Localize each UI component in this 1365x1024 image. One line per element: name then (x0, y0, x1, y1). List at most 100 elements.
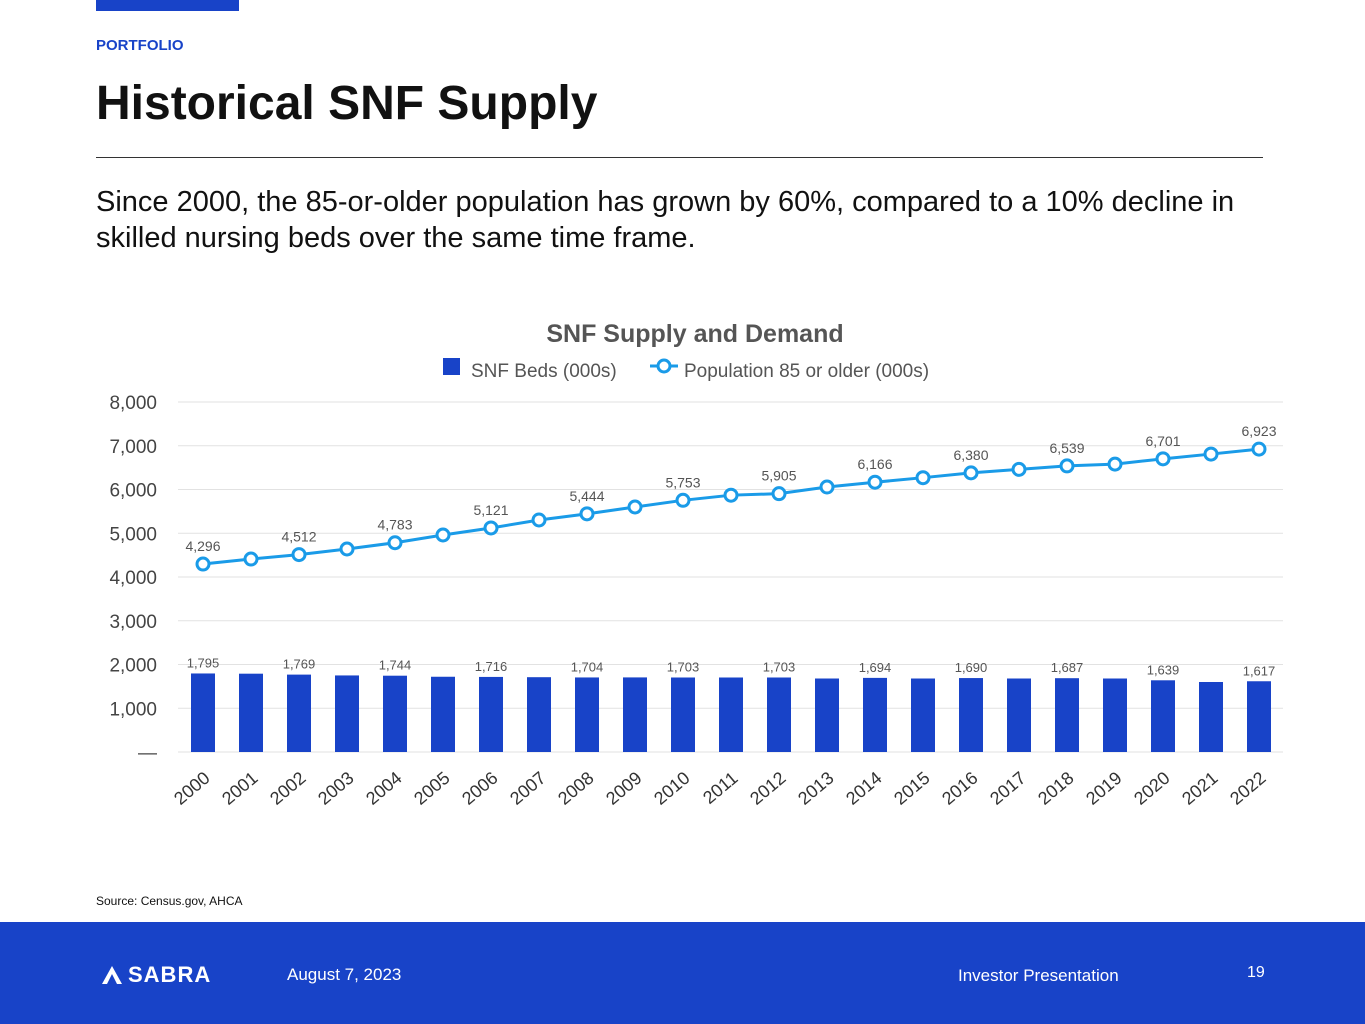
legend-bars-label: SNF Beds (000s) (471, 361, 617, 382)
x-tick-label: 2005 (410, 768, 454, 809)
line-point (675, 492, 691, 508)
line-point (435, 527, 451, 543)
line-point (1059, 458, 1075, 474)
x-tick-label: 2011 (699, 768, 742, 808)
x-tick-label: 2001 (218, 768, 262, 809)
x-tick-label: 2012 (746, 768, 790, 809)
line-point (819, 479, 835, 495)
legend-bar-swatch (443, 358, 460, 375)
line-point (243, 551, 259, 567)
footer-date: August 7, 2023 (287, 965, 402, 984)
y-tick-label: 4,000 (109, 568, 157, 589)
line-point (291, 547, 307, 563)
bar-data-label: 1,703 (763, 659, 796, 674)
sabra-logo-icon (102, 966, 122, 984)
bar (1151, 680, 1175, 752)
line-point (723, 487, 739, 503)
population-line (202, 447, 1260, 566)
y-tick-label: 1,000 (109, 699, 157, 720)
x-tick-label: 2000 (170, 768, 214, 809)
line-data-label: 4,783 (377, 517, 412, 533)
x-tick-label: 2014 (842, 768, 886, 809)
line-data-label: 5,753 (665, 474, 700, 490)
page-title: Historical SNF Supply (96, 77, 598, 130)
x-tick-label: 2009 (602, 768, 646, 809)
legend-line-marker (656, 358, 672, 374)
x-tick-label: 2016 (938, 768, 982, 809)
line-point (483, 520, 499, 536)
section-label: PORTFOLIO (96, 37, 184, 54)
line-data-label: 6,380 (953, 447, 988, 463)
x-tick-label: 2006 (458, 768, 502, 809)
line-data-label: 5,121 (473, 502, 508, 518)
bar (431, 676, 455, 752)
x-tick-label: 2003 (314, 768, 358, 809)
line-point (1011, 461, 1027, 477)
line-point (339, 541, 355, 557)
line-data-label: 4,296 (185, 538, 220, 554)
bar (719, 677, 743, 752)
y-tick-label: 6,000 (109, 481, 157, 502)
x-tick-label: 2002 (266, 768, 310, 809)
bar-data-label: 1,690 (955, 660, 988, 675)
subtitle: Since 2000, the 85-or-older population h… (96, 186, 1235, 254)
line-point (195, 556, 211, 572)
accent-bar (96, 0, 239, 11)
bar (527, 677, 551, 752)
bar (479, 676, 503, 752)
line-data-label: 6,539 (1049, 440, 1084, 456)
bar (239, 673, 263, 752)
footer: SABRA August 7, 2023 Investor Presentati… (0, 922, 1365, 1024)
x-tick-label: 2013 (794, 768, 838, 809)
bar (287, 674, 311, 752)
logo-text: SABRA (128, 962, 212, 987)
bar-data-label: 1,744 (379, 658, 412, 673)
bar (1007, 678, 1031, 752)
chart-title: SNF Supply and Demand (546, 320, 843, 348)
line-data-label: 6,166 (857, 456, 892, 472)
line-point (963, 465, 979, 481)
page-number: 19 (1247, 964, 1265, 981)
line-data-label: 4,512 (281, 529, 316, 545)
footer-presentation: Investor Presentation (958, 966, 1119, 985)
bar-data-label: 1,769 (283, 657, 316, 672)
y-tick-label: 2,000 (109, 656, 157, 677)
line-point (1107, 456, 1123, 472)
line-data-label: 6,701 (1145, 433, 1180, 449)
x-tick-label: 2022 (1226, 768, 1270, 809)
line-point (1251, 441, 1267, 457)
x-tick-label: 2010 (650, 768, 694, 809)
bar (1103, 678, 1127, 752)
bar (815, 678, 839, 752)
line-point (771, 486, 787, 502)
x-tick-label: 2019 (1082, 768, 1126, 809)
line-point (1155, 451, 1171, 467)
x-tick-label: 2008 (554, 768, 598, 809)
bar (767, 677, 791, 752)
y-tick-label: 3,000 (109, 612, 157, 633)
title-divider (96, 157, 1263, 158)
x-tick-label: 2015 (890, 768, 934, 809)
line-point (867, 474, 883, 490)
line-point (387, 535, 403, 551)
line-data-label: 5,444 (569, 488, 604, 504)
bar (575, 677, 599, 752)
line-point (1203, 446, 1219, 462)
bar-data-label: 1,704 (571, 659, 604, 674)
bar (623, 677, 647, 752)
bar (1055, 678, 1079, 752)
bar (335, 675, 359, 752)
x-tick-label: 2018 (1034, 768, 1078, 809)
bar (1247, 681, 1271, 752)
bar (959, 678, 983, 752)
y-tick-label: 5,000 (109, 524, 157, 545)
bar (191, 673, 215, 752)
bar-data-label: 1,703 (667, 659, 700, 674)
sabra-logo: SABRA (100, 962, 211, 988)
x-tick-label: 2007 (506, 768, 550, 809)
x-tick-label: 2017 (986, 768, 1030, 809)
bar-data-label: 1,687 (1051, 660, 1084, 675)
y-tick-label: — (138, 743, 157, 764)
snf-chart: SNF Supply and Demand SNF Beds (000s) Popu… (109, 320, 1283, 809)
line-data-label: 5,905 (761, 468, 796, 484)
